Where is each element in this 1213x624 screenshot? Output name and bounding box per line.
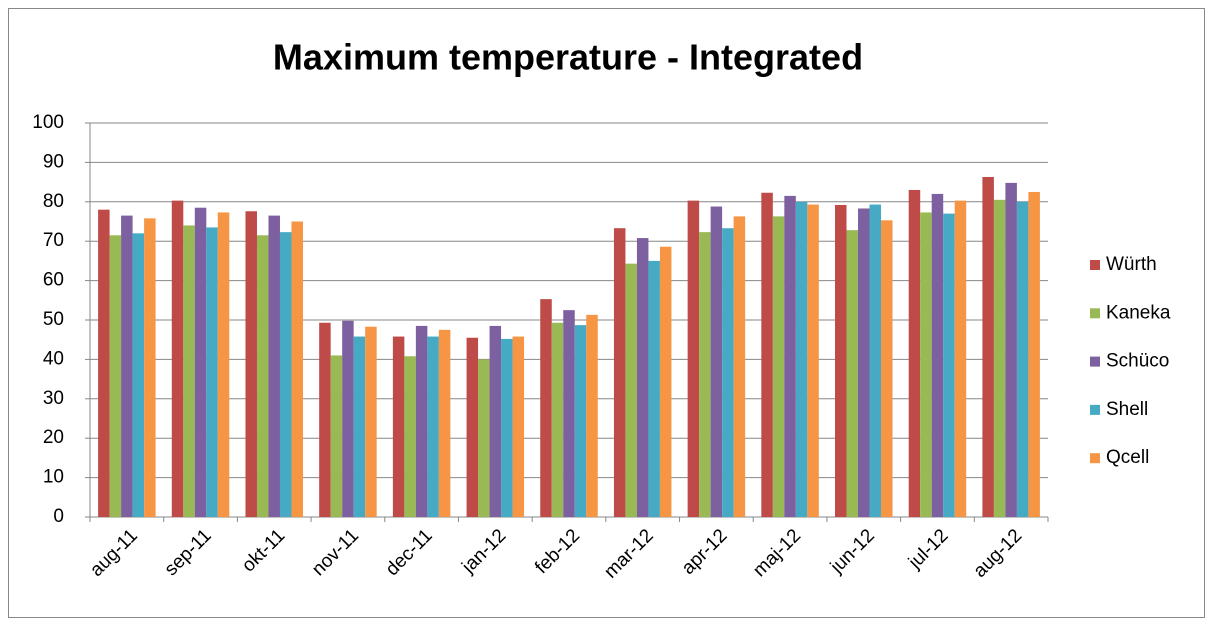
- bar: [761, 192, 773, 517]
- bar: [501, 338, 513, 517]
- bar: [722, 228, 734, 517]
- bar: [1028, 191, 1040, 517]
- bar: [563, 310, 575, 517]
- bar: [256, 235, 269, 518]
- legend-swatch: [1090, 404, 1100, 415]
- bar: [699, 232, 711, 517]
- bar: [1016, 201, 1029, 518]
- bar: [954, 200, 967, 518]
- bar: [98, 209, 110, 517]
- legend-label: Schüco: [1106, 351, 1169, 372]
- bar: [858, 208, 870, 518]
- y-tick-label: 10: [43, 467, 64, 488]
- bar: [194, 207, 207, 517]
- legend-swatch: [1090, 260, 1100, 270]
- bar: [279, 232, 292, 517]
- bar: [784, 195, 796, 517]
- bar: [478, 359, 490, 517]
- bar: [268, 215, 280, 517]
- y-tick-label: 80: [43, 191, 64, 212]
- bar: [659, 246, 672, 517]
- bar: [540, 299, 552, 517]
- bar: [648, 260, 660, 517]
- bar: [415, 325, 428, 517]
- legend-label: Würth: [1106, 254, 1157, 275]
- bar: [920, 212, 932, 518]
- bar: [427, 336, 439, 517]
- legend-swatch: [1090, 308, 1100, 319]
- bar: [931, 193, 944, 518]
- bar: [132, 233, 145, 517]
- y-tick-label: 40: [43, 348, 64, 369]
- y-tick-label: 90: [43, 151, 64, 172]
- y-tick-label: 20: [43, 427, 64, 448]
- y-tick-label: 50: [43, 309, 64, 330]
- y-tick-label: 70: [43, 230, 64, 251]
- bar: [993, 199, 1006, 517]
- bar: [710, 206, 723, 517]
- bar: [392, 336, 405, 517]
- bar: [489, 325, 502, 517]
- bar: [245, 211, 257, 518]
- bar: [342, 320, 354, 517]
- bar: [330, 355, 343, 517]
- bar: [319, 322, 331, 517]
- bar: [846, 230, 859, 517]
- legend-label: Shell: [1106, 399, 1148, 420]
- bar: [835, 204, 847, 517]
- bar: [217, 212, 230, 518]
- bar: [171, 200, 184, 518]
- bar: [365, 326, 377, 517]
- bar: [636, 238, 649, 517]
- bar: [144, 218, 156, 517]
- bar: [807, 204, 819, 518]
- legend-label: Qcell: [1106, 447, 1149, 468]
- y-tick-label: 100: [32, 112, 64, 133]
- bar: [438, 329, 451, 517]
- bar: [512, 336, 525, 517]
- bar: [772, 216, 785, 518]
- bar: [466, 337, 479, 517]
- bar: [908, 189, 921, 518]
- bar: [943, 213, 955, 517]
- bar: [206, 227, 218, 517]
- bar: [795, 201, 808, 518]
- bar: [291, 221, 303, 517]
- bar: [404, 356, 416, 517]
- bar: [109, 235, 122, 518]
- bar: [353, 336, 366, 517]
- bar: [687, 200, 700, 518]
- y-tick-label: 60: [43, 270, 64, 291]
- bar: [183, 225, 195, 517]
- chart-title: Maximum temperature - Integrated: [273, 37, 863, 78]
- bar: [625, 263, 637, 517]
- bar: [613, 228, 626, 517]
- legend-swatch: [1090, 356, 1100, 367]
- bar: [869, 204, 882, 518]
- bar: [733, 216, 746, 518]
- bar: [881, 220, 893, 517]
- legend-swatch: [1090, 453, 1100, 464]
- bar: [586, 314, 598, 517]
- y-tick-label: 0: [53, 506, 64, 527]
- bar: [551, 322, 564, 517]
- y-tick-label: 30: [43, 388, 64, 409]
- bar: [121, 215, 133, 517]
- bar: [574, 325, 587, 517]
- bar: [982, 176, 994, 517]
- legend-label: Kaneka: [1106, 302, 1171, 323]
- bar: [1005, 182, 1017, 517]
